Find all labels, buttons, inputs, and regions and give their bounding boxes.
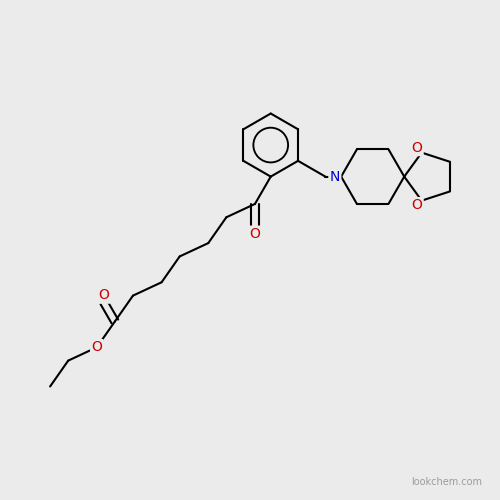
Text: O: O: [92, 340, 102, 354]
Text: O: O: [250, 227, 260, 241]
Text: O: O: [98, 288, 110, 302]
Text: O: O: [412, 141, 422, 155]
Text: N: N: [330, 170, 340, 183]
Text: O: O: [412, 198, 422, 212]
Text: lookchem.com: lookchem.com: [412, 478, 482, 488]
